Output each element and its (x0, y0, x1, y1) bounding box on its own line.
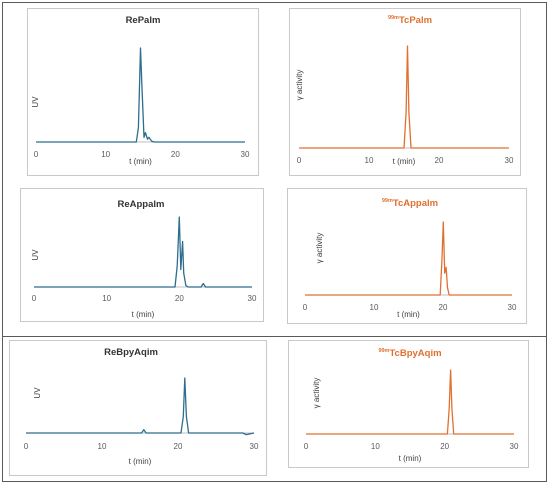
x-tick-label-tcappalm: 10 (370, 303, 379, 312)
chart-title-superscript: 99m (382, 198, 393, 204)
y-axis-label-tcbpyaqim: γ activity (312, 378, 321, 409)
x-axis-label-repalm: t (min) (129, 157, 152, 166)
x-tick-label-rebpyaqim: 10 (98, 442, 107, 451)
x-tick-label-rebpyaqim: 0 (24, 442, 29, 451)
lower-section-frame (2, 336, 547, 482)
chart-title-tcbpyaqim: 99mTcBpyAqim (378, 348, 441, 359)
x-tick-label-tcbpyaqim: 10 (371, 442, 380, 451)
chart-title-repalm: RePalm (126, 15, 161, 26)
x-tick-label-rebpyaqim: 20 (174, 442, 183, 451)
x-axis-label-tcpalm: t (min) (393, 157, 416, 166)
x-tick-label-tcpalm: 30 (505, 156, 514, 165)
chromatogram-trace-rebpyaqim (26, 377, 255, 436)
chart-title-text: TcPalm (399, 15, 432, 26)
x-axis-label-tcbpyaqim: t (min) (399, 454, 422, 463)
chart-title-superscript: 99m (378, 348, 389, 354)
x-tick-label-reappalm: 0 (32, 294, 37, 303)
chart-panel-repalm (27, 8, 259, 176)
chart-panel-tcbpyaqim (288, 340, 529, 468)
chart-title-text: TcBpyAqim (389, 348, 441, 359)
chromatogram-trace-repalm (36, 47, 245, 143)
x-tick-label-tcbpyaqim: 20 (440, 442, 449, 451)
x-tick-label-rebpyaqim: 30 (250, 442, 259, 451)
x-tick-label-repalm: 10 (101, 150, 110, 159)
chart-panel-rebpyaqim (9, 340, 267, 476)
x-tick-label-tcpalm: 10 (365, 156, 374, 165)
x-tick-label-repalm: 30 (241, 150, 250, 159)
x-tick-label-repalm: 0 (34, 150, 39, 159)
chart-title-rebpyaqim: ReBpyAqim (104, 347, 158, 358)
x-axis-label-rebpyaqim: t (min) (129, 457, 152, 466)
x-tick-label-tcbpyaqim: 0 (304, 442, 309, 451)
chart-title-text: TcAppalm (393, 198, 438, 209)
chart-title-superscript: 99m (388, 15, 399, 21)
x-tick-label-tcpalm: 20 (435, 156, 444, 165)
chart-title-tcpalm: 99mTcPalm (388, 15, 432, 26)
y-axis-label-tcpalm: γ activity (295, 70, 304, 101)
x-tick-label-repalm: 20 (171, 150, 180, 159)
x-tick-label-tcappalm: 20 (439, 303, 448, 312)
x-tick-label-tcbpyaqim: 30 (510, 442, 519, 451)
x-axis-label-tcappalm: t (min) (397, 310, 420, 319)
x-tick-label-tcpalm: 0 (297, 156, 302, 165)
chart-panel-reappalm (20, 188, 264, 322)
x-tick-label-tcappalm: 0 (303, 303, 308, 312)
x-tick-label-reappalm: 20 (175, 294, 184, 303)
y-axis-label-reappalm: UV (31, 249, 40, 261)
x-axis-label-reappalm: t (min) (132, 310, 155, 319)
chromatogram-trace-tcappalm (305, 221, 512, 296)
x-tick-label-reappalm: 10 (102, 294, 111, 303)
y-axis-label-repalm: UV (31, 96, 40, 108)
chart-panel-tcappalm (287, 188, 527, 324)
chromatogram-trace-reappalm (34, 216, 252, 288)
chart-title-tcappalm: 99mTcAppalm (382, 198, 438, 209)
y-axis-label-rebpyaqim: UV (33, 387, 42, 399)
chromatogram-trace-tcpalm (299, 45, 509, 149)
x-tick-label-tcappalm: 30 (508, 303, 517, 312)
chromatogram-trace-tcbpyaqim (306, 369, 514, 435)
chart-title-reappalm: ReAppalm (118, 199, 165, 210)
x-tick-label-reappalm: 30 (248, 294, 257, 303)
y-axis-label-tcappalm: γ activity (315, 233, 324, 264)
